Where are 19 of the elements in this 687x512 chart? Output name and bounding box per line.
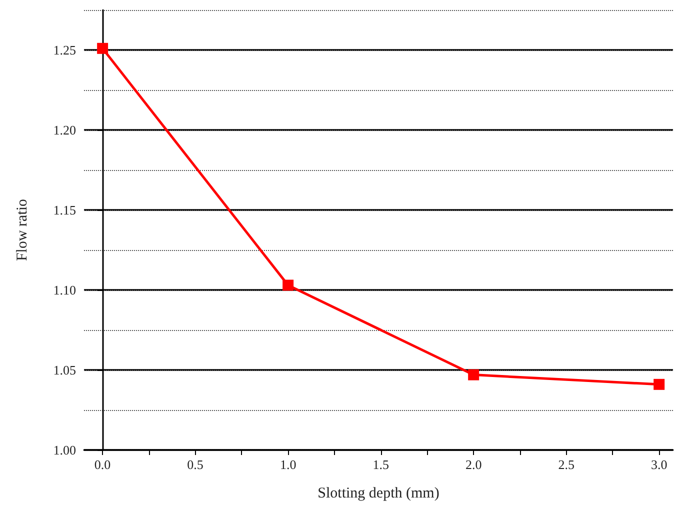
point <box>654 378 665 390</box>
x-tick-label: 1.0 <box>280 457 296 472</box>
y-tick-label: 1.05 <box>53 362 76 378</box>
y-tick-label: 1.15 <box>53 202 76 218</box>
x-tick-label: 0.0 <box>94 457 111 472</box>
x-tick-label: 0.5 <box>187 457 204 472</box>
x-tick-label: 2.5 <box>558 457 574 472</box>
y-axis-title: Flow ratio <box>14 198 30 262</box>
point <box>282 280 294 291</box>
x-tick-label: 1.5 <box>372 457 389 472</box>
y-tick-label: 1.25 <box>53 42 76 58</box>
y-tick-label: 1.10 <box>53 282 76 298</box>
point <box>468 369 480 380</box>
y-tick-label: 1.20 <box>53 122 76 138</box>
x-tick-label: 2.0 <box>465 457 482 472</box>
x-axis-title: Slotting depth (mm) <box>318 486 440 502</box>
x-tick-label: 3.0 <box>650 457 668 472</box>
point <box>97 42 108 54</box>
y-tick-label: 1.00 <box>53 442 76 458</box>
